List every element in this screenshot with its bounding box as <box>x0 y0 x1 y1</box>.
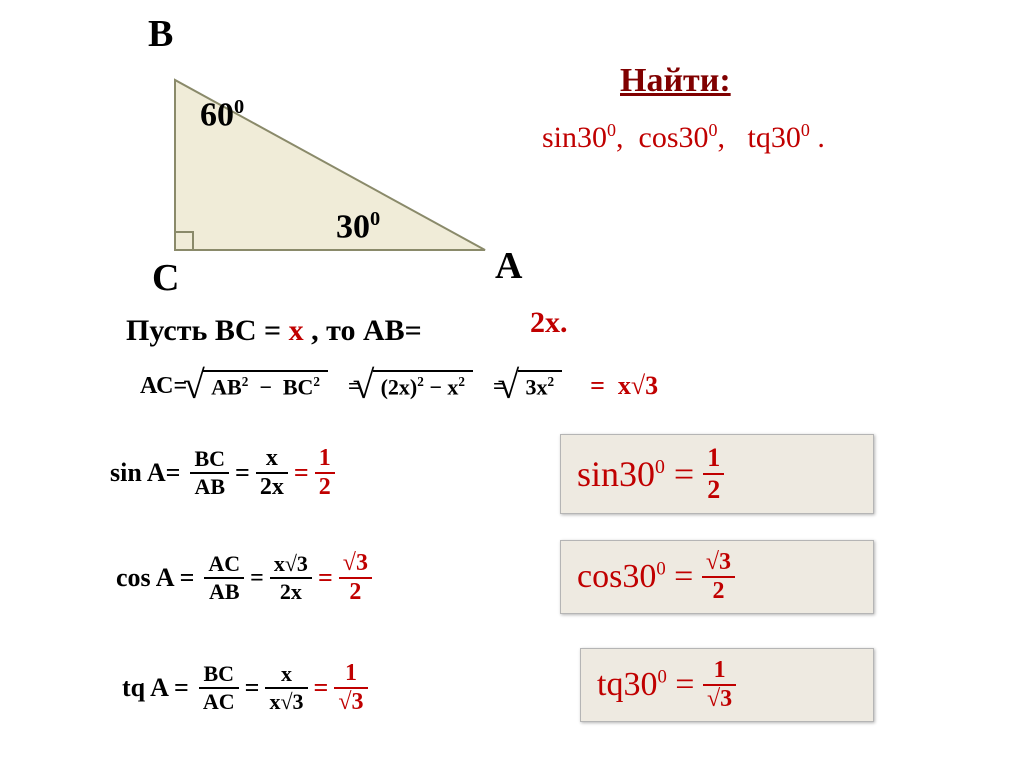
find-items: sin300, cos300, tq300 . <box>542 120 825 155</box>
vertex-b: B <box>148 12 173 56</box>
triangle-diagram <box>0 0 520 280</box>
result-sin30: sin300 = 1 2 <box>560 434 874 514</box>
cos-a-equation: cos A = AC AB = x√3 2x = √3 2 <box>116 550 372 606</box>
tq-a-equation: tq A = BC AC = x x√3 = 1 √3 <box>122 660 368 716</box>
find-title: Найти: <box>620 62 731 100</box>
ac-equation: АС= √АВ2 − ВС2 = √(2х)2 − х2 = √3х2 = х√… <box>140 370 664 402</box>
given-2x: 2х. <box>530 306 568 340</box>
result-tq30: tq300 = 1 √3 <box>580 648 874 722</box>
vertex-a: A <box>495 244 522 288</box>
given-line: Пусть ВС = х , то АВ= <box>126 314 422 348</box>
angle-a: 300 <box>336 208 380 246</box>
result-cos30: cos300 = √3 2 <box>560 540 874 614</box>
sin-a-equation: sin A= BC AB = x 2x = 1 2 <box>110 445 335 501</box>
vertex-c: C <box>152 256 179 300</box>
angle-b: 600 <box>200 96 244 134</box>
